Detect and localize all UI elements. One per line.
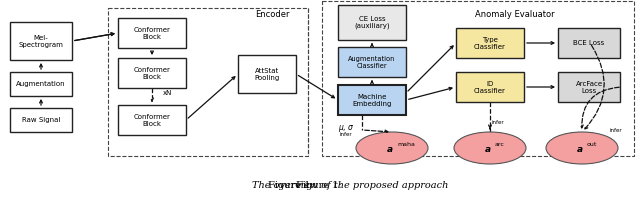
Text: Augmentation
Classifier: Augmentation Classifier (348, 56, 396, 69)
Bar (322, 1, 634, 156)
Text: infer: infer (610, 127, 623, 133)
FancyBboxPatch shape (338, 5, 406, 40)
FancyBboxPatch shape (10, 72, 72, 96)
Text: CE Loss
(auxiliary): CE Loss (auxiliary) (354, 16, 390, 29)
Text: ArcFace
Loss: ArcFace Loss (575, 81, 603, 94)
Text: Conformer
Block: Conformer Block (134, 113, 170, 126)
Bar (108, 8, 308, 156)
Text: infer: infer (340, 133, 353, 138)
Text: Figure 1:: Figure 1: (268, 180, 316, 190)
FancyBboxPatch shape (118, 18, 186, 48)
Text: Mel-
Spectrogram: Mel- Spectrogram (19, 34, 63, 47)
Text: Conformer
Block: Conformer Block (134, 67, 170, 80)
Text: Conformer
Block: Conformer Block (134, 27, 170, 40)
Text: out: out (587, 142, 597, 148)
FancyBboxPatch shape (456, 28, 524, 58)
Text: BCE Loss: BCE Loss (573, 40, 605, 46)
FancyBboxPatch shape (558, 72, 620, 102)
FancyBboxPatch shape (118, 105, 186, 135)
Ellipse shape (454, 132, 526, 164)
FancyBboxPatch shape (338, 47, 406, 77)
Ellipse shape (546, 132, 618, 164)
Text: a: a (577, 145, 583, 153)
Text: $\mu$, $\sigma$: $\mu$, $\sigma$ (338, 123, 355, 134)
FancyBboxPatch shape (10, 108, 72, 132)
Text: arc: arc (495, 142, 505, 148)
Text: maha: maha (397, 142, 415, 148)
Text: Anomaly Evaluator: Anomaly Evaluator (476, 10, 555, 19)
Text: xN: xN (163, 90, 172, 96)
Text: Raw Signal: Raw Signal (22, 117, 60, 123)
Text: Augmentation: Augmentation (16, 81, 66, 87)
FancyBboxPatch shape (118, 58, 186, 88)
Text: a: a (485, 145, 491, 153)
Text: Encoder: Encoder (255, 10, 290, 19)
Text: Figure 1:: Figure 1: (296, 180, 344, 190)
Text: ID
Classifier: ID Classifier (474, 81, 506, 94)
FancyBboxPatch shape (338, 85, 406, 115)
Text: AttStat
Pooling: AttStat Pooling (254, 68, 280, 81)
Text: a: a (387, 145, 393, 153)
FancyBboxPatch shape (558, 28, 620, 58)
FancyBboxPatch shape (10, 22, 72, 60)
Text: Machine
Embedding: Machine Embedding (352, 94, 392, 107)
Text: Type
Classifier: Type Classifier (474, 36, 506, 49)
Text: The overview of the proposed approach: The overview of the proposed approach (252, 180, 448, 190)
Ellipse shape (356, 132, 428, 164)
Text: infer: infer (492, 120, 504, 125)
FancyBboxPatch shape (456, 72, 524, 102)
FancyBboxPatch shape (238, 55, 296, 93)
